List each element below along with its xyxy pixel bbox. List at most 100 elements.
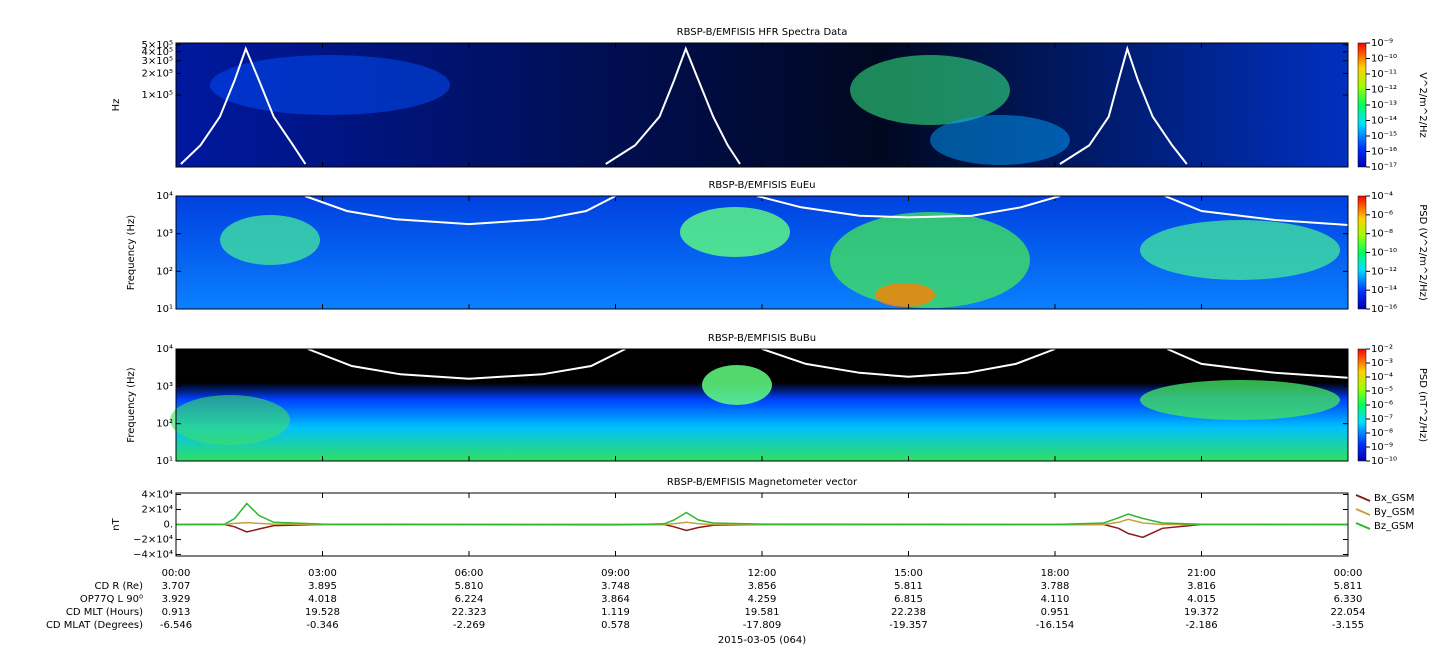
- y-tick-label: 2×10⁵: [142, 68, 173, 79]
- date-label: 2015-03-05 (064): [718, 635, 806, 646]
- legend-label: Bx_GSM: [1374, 493, 1415, 504]
- legend-label: By_GSM: [1374, 507, 1415, 518]
- colorbar-tick-label: 10⁻¹⁴: [1371, 116, 1397, 127]
- colorbar-tick-label: 10⁻¹⁴: [1371, 285, 1397, 296]
- colorbar-tick-label: 10⁻¹⁰: [1371, 248, 1397, 259]
- colorbar-tick-label: 10⁻¹⁵: [1371, 131, 1397, 142]
- y-tick-label: 10¹: [156, 304, 173, 315]
- colorbar-tick-label: 10⁻¹⁰: [1371, 54, 1397, 65]
- colorbar-tick-label: 10⁻¹⁶: [1371, 304, 1397, 315]
- ephemeris-value: 4.259: [748, 594, 777, 605]
- ephemeris-value: 22.238: [891, 607, 926, 618]
- colorbar: [1357, 195, 1367, 310]
- ephemeris-value: -16.154: [1036, 620, 1075, 631]
- colorbar: [1357, 348, 1367, 462]
- y-tick-label: 4×10⁴: [142, 490, 173, 501]
- x-tick-label: 15:00: [894, 568, 923, 579]
- colorbar-tick-label: 10⁻²: [1371, 344, 1393, 355]
- y-tick-label: 10⁴: [156, 191, 173, 202]
- ephemeris-value: 0.578: [601, 620, 630, 631]
- ephemeris-value: 3.788: [1041, 581, 1070, 592]
- x-tick-label: 00:00: [162, 568, 191, 579]
- y-tick-label: 0.: [163, 520, 173, 531]
- colorbar-tick-label: 10⁻³: [1371, 358, 1393, 369]
- x-tick-label: 06:00: [455, 568, 484, 579]
- ephemeris-value: 3.895: [308, 581, 337, 592]
- colorbar-tick-label: 10⁻¹¹: [1371, 69, 1397, 80]
- ephemeris-value: 3.816: [1187, 581, 1216, 592]
- colorbar: [1357, 42, 1367, 168]
- ephemeris-value: -2.186: [1185, 620, 1217, 631]
- ephemeris-value: -0.346: [306, 620, 338, 631]
- y-tick-label: 10³: [156, 381, 173, 392]
- ephemeris-value: 3.748: [601, 581, 630, 592]
- ephemeris-value: 5.811: [1334, 581, 1363, 592]
- colorbar-tick-label: 10⁻¹⁰: [1371, 456, 1397, 467]
- legend-swatch: [1355, 522, 1371, 530]
- y-tick-label: 1×10⁵: [142, 90, 173, 101]
- ephemeris-value: -6.546: [160, 620, 192, 631]
- legend-label: Bz_GSM: [1374, 521, 1414, 532]
- plot-frame: [175, 492, 1349, 557]
- ephemeris-value: 5.810: [455, 581, 484, 592]
- y-tick-label: −4×10⁴: [133, 550, 173, 561]
- ephemeris-value: 6.330: [1334, 594, 1363, 605]
- x-tick-label: 00:00: [1334, 568, 1363, 579]
- y-tick-label: −2×10⁴: [133, 535, 173, 546]
- x-tick-label: 03:00: [308, 568, 337, 579]
- spectrogram-image: [170, 43, 1348, 461]
- colorbar-tick-label: 10⁻⁶: [1371, 210, 1393, 221]
- colorbar-tick-label: 10⁻⁸: [1371, 428, 1393, 439]
- panel-title: RBSP-B/EMFISIS EuEu: [708, 180, 815, 191]
- x-tick-label: 21:00: [1187, 568, 1216, 579]
- ephemeris-value: 3.707: [162, 581, 191, 592]
- ephemeris-value: 4.015: [1187, 594, 1216, 605]
- ephemeris-value: 22.054: [1331, 607, 1366, 618]
- series-line: [176, 523, 1348, 539]
- plot-frame: [175, 195, 1349, 310]
- colorbar-label: PSD (V^2/m^2/Hz): [1417, 204, 1428, 301]
- ephemeris-value: -2.269: [453, 620, 485, 631]
- ephemeris-value: 4.018: [308, 594, 337, 605]
- y-tick-label: 5×10⁵: [142, 40, 173, 51]
- colorbar-tick-label: 10⁻¹⁷: [1371, 162, 1397, 173]
- x-tick-label: 09:00: [601, 568, 630, 579]
- y-tick-label: 10²: [156, 419, 173, 430]
- ephemeris-label: CD MLAT (Degrees): [46, 620, 143, 631]
- series-line: [176, 518, 1348, 526]
- y-axis-label: Hz: [111, 99, 122, 112]
- ephemeris-value: 19.528: [305, 607, 340, 618]
- ephemeris-value: -17.809: [743, 620, 782, 631]
- ephemeris-value: 0.913: [162, 607, 191, 618]
- ephemeris-label: CD MLT (Hours): [66, 607, 143, 618]
- ephemeris-value: 5.811: [894, 581, 923, 592]
- y-tick-label: 10⁴: [156, 344, 173, 355]
- y-axis-label: Frequency (Hz): [126, 367, 137, 443]
- plasma-line: [307, 348, 1349, 380]
- y-tick-label: 4×10⁵: [142, 47, 173, 58]
- y-tick-label: 10¹: [156, 456, 173, 467]
- y-tick-label: 3×10⁵: [142, 56, 173, 67]
- colorbar-label: PSD (nT^2/Hz): [1417, 368, 1428, 442]
- panel-title: RBSP-B/EMFISIS BuBu: [708, 333, 816, 344]
- colorbar-tick-label: 10⁻⁹: [1371, 38, 1393, 49]
- ephemeris-value: 6.224: [455, 594, 484, 605]
- ephemeris-value: 19.581: [745, 607, 780, 618]
- plasma-line: [180, 45, 1188, 165]
- colorbar-label: V^2/m^2/Hz: [1417, 72, 1428, 138]
- colorbar-tick-label: 10⁻¹³: [1371, 100, 1397, 111]
- colorbar-tick-label: 10⁻⁵: [1371, 386, 1393, 397]
- ephemeris-value: -19.357: [889, 620, 928, 631]
- ephemeris-value: 22.323: [452, 607, 487, 618]
- ephemeris-value: 3.929: [162, 594, 191, 605]
- plasma-line: [304, 195, 1349, 226]
- ephemeris-value: -3.155: [1332, 620, 1364, 631]
- colorbar-tick-label: 10⁻⁴: [1371, 372, 1393, 383]
- panel-title: RBSP-B/EMFISIS HFR Spectra Data: [677, 27, 848, 38]
- colorbar-tick-label: 10⁻¹⁶: [1371, 147, 1397, 158]
- legend-swatch: [1355, 508, 1371, 516]
- y-axis-label: nT: [111, 517, 122, 530]
- x-tick-label: 12:00: [748, 568, 777, 579]
- ephemeris-value: 3.856: [748, 581, 777, 592]
- ephemeris-label: OP77Q L 90⁰: [80, 594, 143, 605]
